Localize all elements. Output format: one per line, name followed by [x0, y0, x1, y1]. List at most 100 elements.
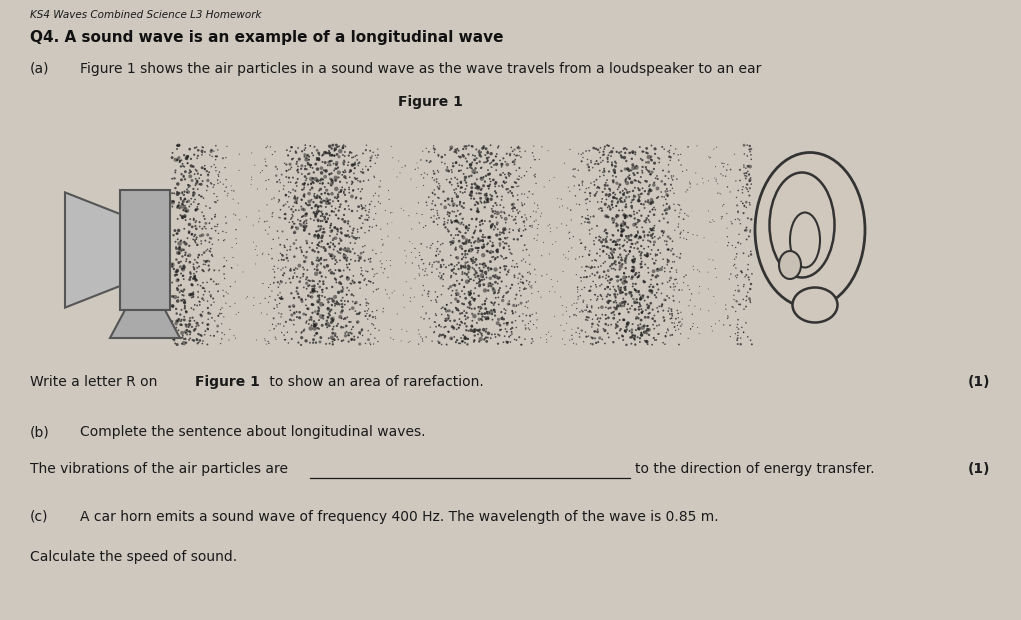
- Point: [456, 175, 473, 185]
- Point: [642, 198, 659, 208]
- Point: [521, 187, 537, 197]
- Point: [340, 296, 356, 306]
- Point: [699, 296, 716, 306]
- Point: [426, 327, 442, 337]
- Point: [164, 316, 181, 326]
- Point: [312, 211, 329, 221]
- Point: [620, 164, 636, 174]
- Point: [205, 182, 222, 192]
- Point: [508, 205, 525, 215]
- Point: [467, 335, 483, 345]
- Point: [574, 262, 590, 272]
- Point: [427, 317, 443, 327]
- Point: [666, 171, 682, 181]
- Point: [298, 164, 314, 174]
- Point: [459, 339, 476, 349]
- Point: [311, 282, 328, 292]
- Point: [627, 213, 643, 223]
- Point: [188, 205, 204, 215]
- Point: [569, 298, 585, 308]
- Point: [314, 287, 331, 297]
- Point: [451, 279, 468, 289]
- Point: [578, 198, 594, 208]
- Point: [339, 283, 355, 293]
- Point: [600, 266, 617, 276]
- Point: [636, 232, 652, 242]
- Point: [484, 219, 500, 229]
- Point: [654, 262, 671, 272]
- Point: [483, 221, 499, 231]
- Point: [572, 185, 588, 195]
- Point: [736, 169, 752, 179]
- Point: [586, 143, 602, 153]
- Point: [454, 308, 471, 318]
- Point: [464, 164, 480, 174]
- Point: [223, 181, 239, 191]
- Point: [471, 277, 487, 287]
- Point: [670, 321, 686, 330]
- Point: [442, 177, 458, 187]
- Point: [350, 250, 367, 260]
- Point: [308, 329, 325, 339]
- Point: [640, 303, 657, 312]
- Point: [603, 159, 620, 169]
- Point: [624, 177, 640, 187]
- Point: [627, 183, 643, 193]
- Point: [721, 237, 737, 247]
- Point: [185, 287, 201, 297]
- Point: [297, 172, 313, 182]
- Point: [672, 317, 688, 327]
- Point: [328, 203, 344, 213]
- Point: [216, 273, 233, 283]
- Point: [736, 140, 752, 150]
- Point: [742, 162, 759, 172]
- Point: [437, 223, 453, 232]
- Point: [520, 192, 536, 202]
- Point: [343, 317, 359, 327]
- Point: [183, 154, 199, 164]
- Point: [492, 325, 508, 335]
- Point: [324, 226, 340, 236]
- Point: [631, 194, 647, 204]
- Point: [452, 152, 469, 162]
- Point: [433, 340, 449, 350]
- Point: [600, 192, 617, 202]
- Point: [426, 175, 442, 185]
- Point: [319, 198, 335, 208]
- Point: [514, 277, 530, 287]
- Point: [209, 327, 226, 337]
- Point: [497, 253, 514, 263]
- Point: [187, 236, 203, 246]
- Point: [621, 231, 637, 241]
- Point: [218, 141, 235, 151]
- Point: [268, 321, 284, 331]
- Point: [464, 214, 480, 224]
- Point: [336, 140, 352, 150]
- Point: [632, 294, 648, 304]
- Point: [695, 210, 712, 219]
- Point: [471, 243, 487, 253]
- Point: [680, 334, 696, 343]
- Point: [600, 141, 617, 151]
- Point: [426, 211, 442, 221]
- Point: [678, 187, 694, 197]
- Point: [624, 154, 640, 164]
- Point: [736, 200, 752, 210]
- Point: [578, 262, 594, 272]
- Point: [619, 319, 635, 329]
- Point: [634, 168, 650, 178]
- Point: [315, 166, 332, 175]
- Point: [164, 291, 181, 301]
- Point: [667, 205, 683, 215]
- Point: [454, 318, 471, 328]
- Point: [577, 266, 593, 276]
- Point: [477, 216, 493, 226]
- Point: [190, 258, 206, 268]
- Point: [586, 290, 602, 299]
- Point: [168, 340, 185, 350]
- Point: [196, 211, 212, 221]
- Point: [464, 170, 480, 180]
- Point: [431, 213, 447, 223]
- Point: [562, 312, 578, 322]
- Point: [420, 289, 436, 299]
